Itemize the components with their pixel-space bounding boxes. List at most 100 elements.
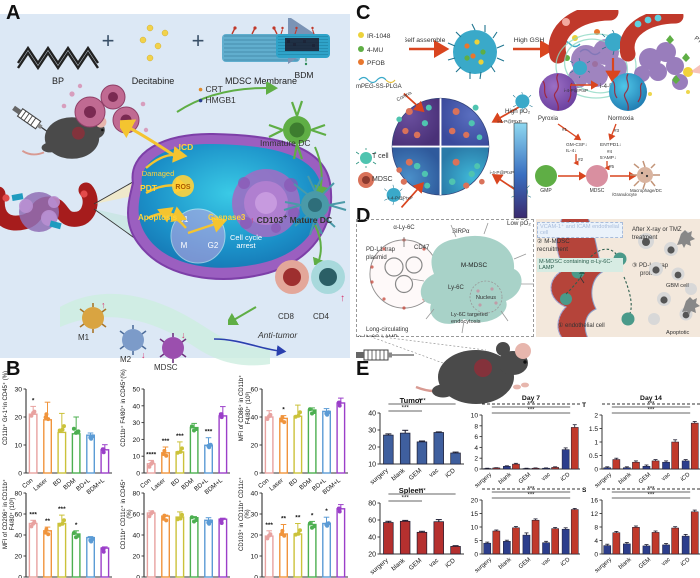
- svg-text:20: 20: [250, 533, 258, 540]
- svg-text:***: ***: [647, 487, 655, 493]
- svg-text:① endothelial cell: ① endothelial cell: [558, 322, 605, 329]
- svg-text:0: 0: [254, 471, 258, 478]
- svg-text:20: 20: [14, 554, 22, 561]
- svg-text:i-4-P@PtxP: i-4-P@PtxP: [490, 170, 514, 175]
- svg-text:***: ***: [527, 493, 535, 499]
- svg-text:ENTPD1↓: ENTPD1↓: [600, 142, 621, 148]
- svg-text:iCD: iCD: [680, 557, 692, 568]
- svg-text:#1: #1: [562, 127, 568, 132]
- svg-text:12: 12: [591, 511, 599, 518]
- svg-text:i-4-P@PtxP: i-4-P@PtxP: [388, 196, 412, 201]
- svg-text:treatment: treatment: [632, 235, 658, 241]
- svg-text:PDT: PDT: [140, 183, 158, 193]
- svg-text:****: ****: [146, 451, 157, 458]
- svg-text:40: 40: [250, 491, 258, 498]
- svg-text:60: 60: [368, 518, 376, 525]
- svg-text:0: 0: [594, 467, 598, 474]
- svg-text:+: +: [102, 28, 115, 53]
- svg-text:*: *: [325, 508, 328, 515]
- svg-text:***: ***: [162, 438, 170, 445]
- svg-text:10: 10: [368, 462, 376, 469]
- svg-text:20: 20: [471, 498, 479, 505]
- svg-text:α-Ly-6C: α-Ly-6C: [393, 225, 415, 231]
- svg-text:blank: blank: [390, 467, 407, 483]
- svg-text:iCD: iCD: [444, 467, 457, 479]
- svg-text:***: ***: [58, 506, 66, 513]
- svg-text:30: 30: [250, 512, 258, 519]
- svg-text:Nucleus: Nucleus: [476, 295, 496, 301]
- svg-text:5: 5: [474, 538, 478, 545]
- svg-text:IL-4↓: IL-4↓: [566, 148, 577, 154]
- svg-text:80: 80: [368, 501, 376, 508]
- svg-text:0: 0: [136, 575, 140, 578]
- svg-text:20: 20: [132, 554, 140, 561]
- svg-text:*: *: [75, 522, 78, 529]
- svg-text:vac: vac: [428, 467, 441, 479]
- svg-text:iCD: iCD: [444, 557, 457, 569]
- svg-text:8: 8: [474, 423, 478, 430]
- svg-text:Apoptosis: Apoptosis: [138, 213, 178, 222]
- svg-text:M: M: [181, 241, 188, 250]
- svg-text:Damaged: Damaged: [142, 169, 175, 178]
- svg-text:***: ***: [647, 408, 655, 414]
- svg-text:60: 60: [250, 387, 258, 394]
- svg-text:blank: blank: [390, 557, 407, 573]
- svg-text:***: ***: [401, 405, 409, 412]
- svg-text:0: 0: [594, 552, 598, 559]
- svg-text:After X-ray or TMZ: After X-ray or TMZ: [632, 227, 682, 233]
- svg-text:40: 40: [132, 403, 140, 410]
- svg-text:0: 0: [18, 575, 22, 578]
- svg-text:15: 15: [471, 511, 479, 518]
- svg-text:30: 30: [14, 387, 22, 394]
- svg-text:2: 2: [594, 413, 598, 420]
- svg-text:1: 1: [594, 440, 598, 447]
- svg-text:GEM: GEM: [408, 467, 424, 482]
- svg-text:vac: vac: [541, 557, 552, 568]
- svg-text:surgery: surgery: [369, 557, 390, 577]
- svg-text:0: 0: [18, 471, 22, 478]
- svg-text:40: 40: [132, 533, 140, 540]
- svg-text:#4: #4: [607, 149, 613, 154]
- svg-text:40: 40: [368, 411, 376, 418]
- svg-text:10: 10: [14, 443, 22, 450]
- svg-text:***: ***: [29, 511, 37, 518]
- svg-text:GM-CSF↓: GM-CSF↓: [566, 142, 587, 148]
- svg-text:0.5: 0.5: [589, 453, 598, 460]
- svg-text:60: 60: [132, 512, 140, 519]
- svg-text:GEM: GEM: [638, 557, 652, 570]
- svg-text:***: ***: [205, 429, 213, 436]
- svg-text:10: 10: [471, 413, 479, 420]
- svg-text:vac: vac: [428, 557, 441, 569]
- svg-text:***: ***: [527, 402, 535, 408]
- svg-text:Ly-6C: Ly-6C: [448, 285, 464, 291]
- svg-text:surgery: surgery: [594, 557, 613, 574]
- svg-text:**: **: [295, 514, 301, 521]
- svg-text:8: 8: [594, 525, 598, 532]
- svg-text:vac: vac: [661, 557, 672, 568]
- svg-text:BDM: BDM: [295, 70, 314, 80]
- svg-text:GEM: GEM: [408, 557, 424, 572]
- svg-text:30: 30: [132, 420, 140, 427]
- svg-text:6: 6: [474, 434, 478, 441]
- svg-text:***: ***: [527, 487, 535, 493]
- svg-text:***: ***: [647, 493, 655, 499]
- svg-text:1.5: 1.5: [589, 426, 598, 433]
- svg-text:**: **: [281, 516, 287, 523]
- svg-text:blank: blank: [618, 556, 634, 570]
- svg-text:GBM cell: GBM cell: [666, 283, 689, 289]
- svg-text:40: 40: [14, 533, 22, 540]
- svg-text:Apoptotic: Apoptotic: [666, 330, 690, 336]
- svg-text:40: 40: [368, 535, 376, 542]
- svg-text:iCD: iCD: [560, 557, 572, 568]
- svg-text:0: 0: [474, 552, 478, 559]
- svg-text:GEM: GEM: [518, 557, 532, 570]
- svg-text:16: 16: [591, 498, 599, 505]
- svg-text:arrest: arrest: [236, 241, 256, 250]
- svg-text:50: 50: [132, 387, 140, 394]
- svg-text:20: 20: [132, 437, 140, 444]
- svg-text:10: 10: [471, 525, 479, 532]
- svg-text:Control: Control: [396, 92, 413, 103]
- svg-text:20: 20: [368, 445, 376, 452]
- svg-text:ROS: ROS: [175, 184, 191, 191]
- svg-text:blank: blank: [498, 556, 514, 570]
